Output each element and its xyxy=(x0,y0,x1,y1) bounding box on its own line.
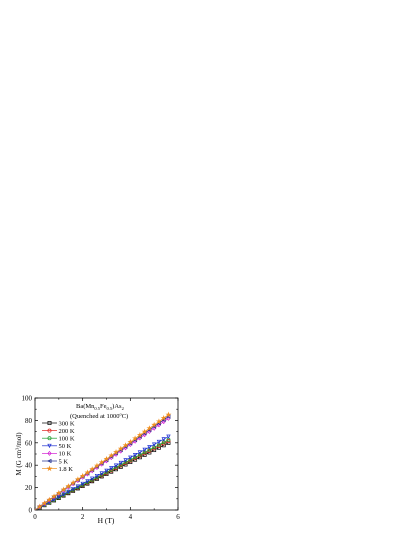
legend-entry: 1.8 K xyxy=(42,465,74,473)
data-point xyxy=(36,503,43,510)
data-point xyxy=(104,468,109,474)
y-axis-label: M (G cm3/mol) xyxy=(15,432,24,476)
data-point xyxy=(60,486,67,493)
data-point xyxy=(41,500,48,506)
legend-label: 1.8 K xyxy=(59,466,74,473)
legend-entry: 50 K xyxy=(42,443,72,450)
data-point xyxy=(165,411,172,418)
data-point xyxy=(55,489,62,496)
data-point xyxy=(132,435,139,441)
legend-entry: 300 K xyxy=(42,420,75,427)
legend-entry: 10 K xyxy=(42,451,72,458)
chart-subtitle: (Quenched at 1000oC) xyxy=(70,412,128,421)
data-point xyxy=(47,450,52,456)
data-point xyxy=(128,455,133,460)
data-point xyxy=(46,465,53,472)
data-point xyxy=(47,436,52,441)
data-point xyxy=(156,418,162,424)
series-1_8-K xyxy=(34,411,172,511)
y-tick-labels: 0 20 40 60 80 100 xyxy=(22,395,33,515)
data-point xyxy=(152,442,157,447)
legend-label: 5 K xyxy=(59,458,69,465)
axis-ticks xyxy=(34,397,179,511)
data-point xyxy=(85,479,90,484)
data-point xyxy=(127,438,134,445)
data-point xyxy=(166,439,171,443)
data-point xyxy=(103,455,110,462)
data-point xyxy=(118,460,123,466)
x-tick-label: 6 xyxy=(176,513,180,521)
data-point xyxy=(113,463,119,468)
data-point xyxy=(118,462,123,467)
data-point xyxy=(51,493,57,499)
data-point xyxy=(94,462,100,469)
legend-label: 200 K xyxy=(59,428,75,435)
data-point xyxy=(70,487,76,492)
data-point xyxy=(156,439,162,445)
x-tick-label: 2 xyxy=(81,513,85,521)
data-point xyxy=(123,460,128,465)
data-point xyxy=(109,466,114,471)
data-point xyxy=(123,458,128,463)
data-point xyxy=(132,453,138,458)
data-point xyxy=(122,442,129,448)
data-point xyxy=(160,415,167,421)
data-point xyxy=(136,432,143,438)
y-tick-label: 60 xyxy=(25,439,33,447)
x-tick-label: 4 xyxy=(129,513,133,521)
data-point xyxy=(133,455,138,460)
data-point xyxy=(80,481,85,487)
legend-label: 100 K xyxy=(59,436,75,443)
y-tick-label: 100 xyxy=(22,395,33,403)
legend-label: 10 K xyxy=(59,451,72,458)
data-point xyxy=(66,489,71,495)
data-point xyxy=(146,425,153,431)
data-point xyxy=(89,466,96,472)
data-point xyxy=(151,421,158,428)
data-point xyxy=(84,469,91,476)
x-tick-label: 0 xyxy=(33,513,37,521)
data-point xyxy=(46,496,53,503)
data-series xyxy=(34,411,172,511)
legend-label: 50 K xyxy=(59,443,72,450)
data-point xyxy=(90,476,95,481)
data-point xyxy=(74,476,81,482)
data-point xyxy=(161,437,166,442)
x-axis-label: H (T) xyxy=(98,516,115,525)
data-point xyxy=(142,447,147,453)
legend-entry: 200 K xyxy=(42,428,75,435)
legend-label: 300 K xyxy=(59,420,75,427)
data-point xyxy=(47,421,52,425)
data-point xyxy=(47,428,52,433)
data-point xyxy=(70,479,77,486)
data-point xyxy=(166,434,171,440)
legend-entry: 100 K xyxy=(42,436,75,443)
y-tick-label: 40 xyxy=(25,462,33,470)
legend-entry: 5 K xyxy=(42,458,68,465)
data-point xyxy=(108,452,115,459)
data-point xyxy=(51,497,57,502)
y-tick-label: 20 xyxy=(25,484,33,492)
y-tick-label: 0 xyxy=(29,507,33,515)
chart-title: Ba(Mn0.5Fe0.5)As2 xyxy=(76,403,124,411)
data-point xyxy=(65,483,72,489)
data-point xyxy=(94,473,100,479)
data-point xyxy=(117,445,124,452)
data-point xyxy=(47,458,52,464)
data-point xyxy=(98,459,105,465)
data-point xyxy=(147,445,152,450)
data-point xyxy=(99,471,104,476)
data-point xyxy=(137,450,143,455)
data-point xyxy=(141,428,148,435)
data-point xyxy=(47,443,52,449)
data-point xyxy=(79,472,86,479)
data-point xyxy=(128,457,133,462)
data-point xyxy=(113,449,119,455)
y-tick-label: 80 xyxy=(25,417,33,425)
data-point xyxy=(75,484,81,489)
x-tick-labels: 0 2 4 6 xyxy=(33,513,180,521)
series-50-K xyxy=(34,434,171,511)
